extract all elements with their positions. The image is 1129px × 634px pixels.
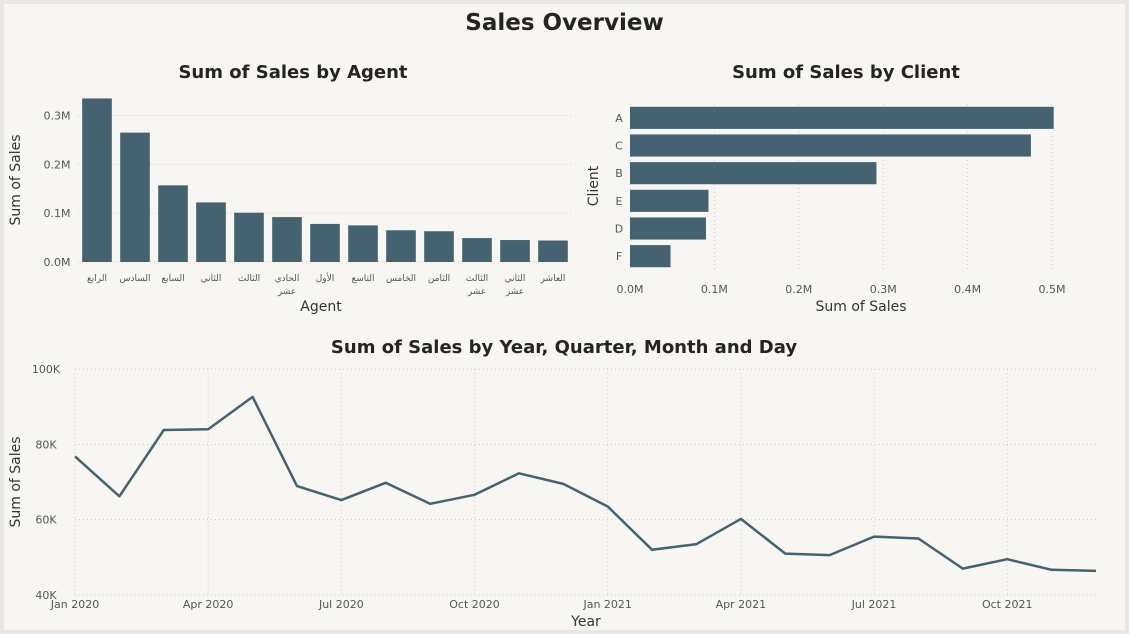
dashboard-canvas — [4, 4, 1125, 630]
dashboard-title: Sales Overview — [465, 10, 664, 36]
